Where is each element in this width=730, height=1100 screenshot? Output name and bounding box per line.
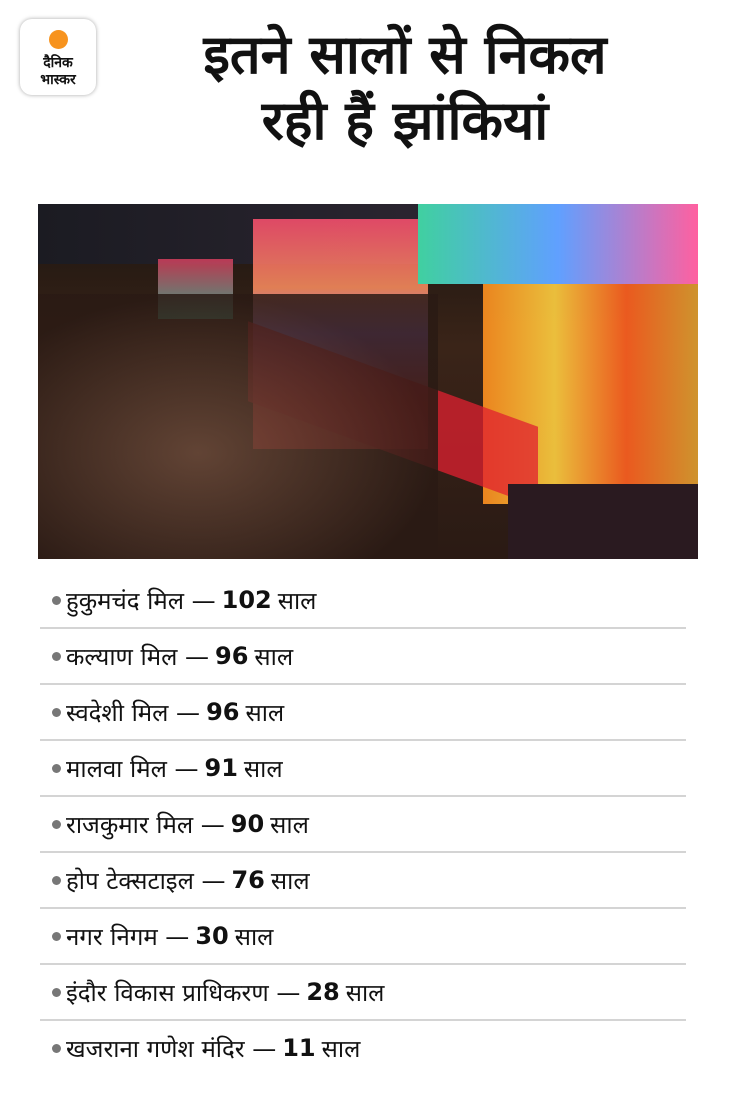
bullet-icon: [52, 763, 61, 773]
item-years: 11: [282, 1034, 316, 1062]
item-name: खजराना गणेश मंदिर —: [66, 1034, 277, 1063]
years-list: हुकुमचंद मिल —102 साल कल्याण मिल —96 साल स…: [40, 573, 686, 1075]
item-years: 91: [204, 754, 238, 782]
item-unit: साल: [254, 642, 294, 671]
list-item: नगर निगम —30 साल: [40, 909, 686, 965]
title-line1: इतने सालों से निकल: [203, 23, 607, 86]
bullet-icon: [52, 987, 61, 997]
item-unit: साल: [245, 698, 285, 727]
bullet-icon: [52, 707, 61, 717]
item-unit: साल: [277, 586, 317, 615]
item-name: होप टेक्सटाइल —: [66, 866, 226, 895]
procession-photo: [38, 204, 698, 559]
item-unit: साल: [243, 754, 283, 783]
list-item: इंदौर विकास प्राधिकरण —28 साल: [40, 965, 686, 1021]
item-years: 76: [231, 866, 265, 894]
dainik-bhaskar-logo: दैनिक भास्कर: [20, 19, 96, 95]
item-years: 102: [221, 586, 272, 614]
item-years: 96: [215, 642, 249, 670]
logo-line2: भास्कर: [40, 72, 76, 88]
logo-line1: दैनिक: [43, 55, 73, 71]
list-item: राजकुमार मिल —90 साल: [40, 797, 686, 853]
item-name: स्वदेशी मिल —: [66, 698, 201, 727]
item-name: कल्याण मिल —: [66, 642, 209, 671]
title-line2: रही हैं झांकियां: [261, 89, 549, 152]
item-years: 30: [195, 922, 229, 950]
item-years: 96: [206, 698, 240, 726]
list-item: खजराना गणेश मंदिर —11 साल: [40, 1021, 686, 1075]
list-item: स्वदेशी मिल —96 साल: [40, 685, 686, 741]
bullet-icon: [52, 819, 61, 829]
item-unit: साल: [270, 866, 310, 895]
list-item: हुकुमचंद मिल —102 साल: [40, 573, 686, 629]
item-name: मालवा मिल —: [66, 754, 199, 783]
list-item: कल्याण मिल —96 साल: [40, 629, 686, 685]
item-name: राजकुमार मिल —: [66, 810, 225, 839]
sun-icon: [49, 30, 68, 49]
item-years: 90: [230, 810, 265, 838]
item-unit: साल: [345, 978, 385, 1007]
bullet-icon: [52, 595, 61, 605]
list-item: होप टेक्सटाइल —76 साल: [40, 853, 686, 909]
item-name: नगर निगम —: [66, 922, 190, 951]
item-unit: साल: [270, 810, 309, 839]
list-item: मालवा मिल —91 साल: [40, 741, 686, 797]
item-name: हुकुमचंद मिल —: [66, 586, 216, 615]
bullet-icon: [52, 1043, 61, 1053]
item-years: 28: [306, 978, 340, 1006]
page-title: इतने सालों से निकल रही हैं झांकियां: [110, 22, 700, 154]
item-unit: साल: [234, 922, 274, 951]
item-name: इंदौर विकास प्राधिकरण —: [66, 978, 301, 1007]
bullet-icon: [52, 651, 61, 661]
bullet-icon: [52, 875, 61, 885]
bullet-icon: [52, 931, 61, 941]
item-unit: साल: [321, 1034, 361, 1063]
